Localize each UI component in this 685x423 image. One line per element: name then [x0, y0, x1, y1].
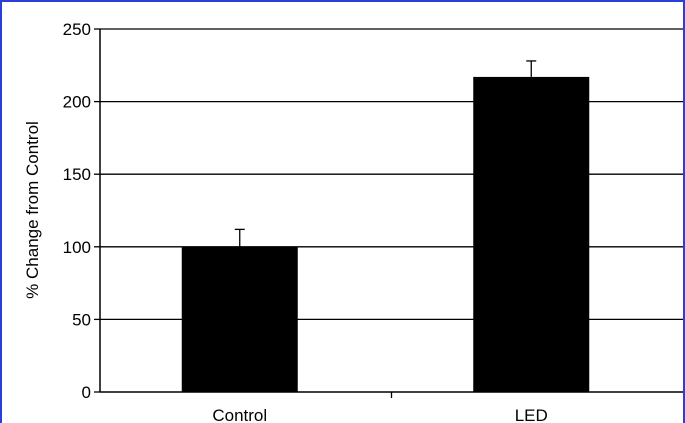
bar-led — [473, 76, 590, 392]
y-tick-label-0: 0 — [82, 383, 91, 402]
y-tick-label-200: 200 — [63, 93, 91, 112]
y-axis-title: % Change from Control — [23, 121, 42, 299]
bars — [181, 76, 590, 392]
labels: 0 50 100 150 200 250 Control LED — [63, 20, 548, 423]
y-tick-label-50: 50 — [72, 310, 91, 329]
y-tick-label-250: 250 — [63, 20, 91, 39]
error-bars — [234, 60, 537, 247]
y-tick-label-150: 150 — [63, 165, 91, 184]
x-tick-label-control: Control — [212, 406, 267, 423]
y-tick-label-100: 100 — [63, 238, 91, 257]
x-tick-label-led: LED — [515, 406, 548, 423]
bar-control — [181, 246, 298, 392]
